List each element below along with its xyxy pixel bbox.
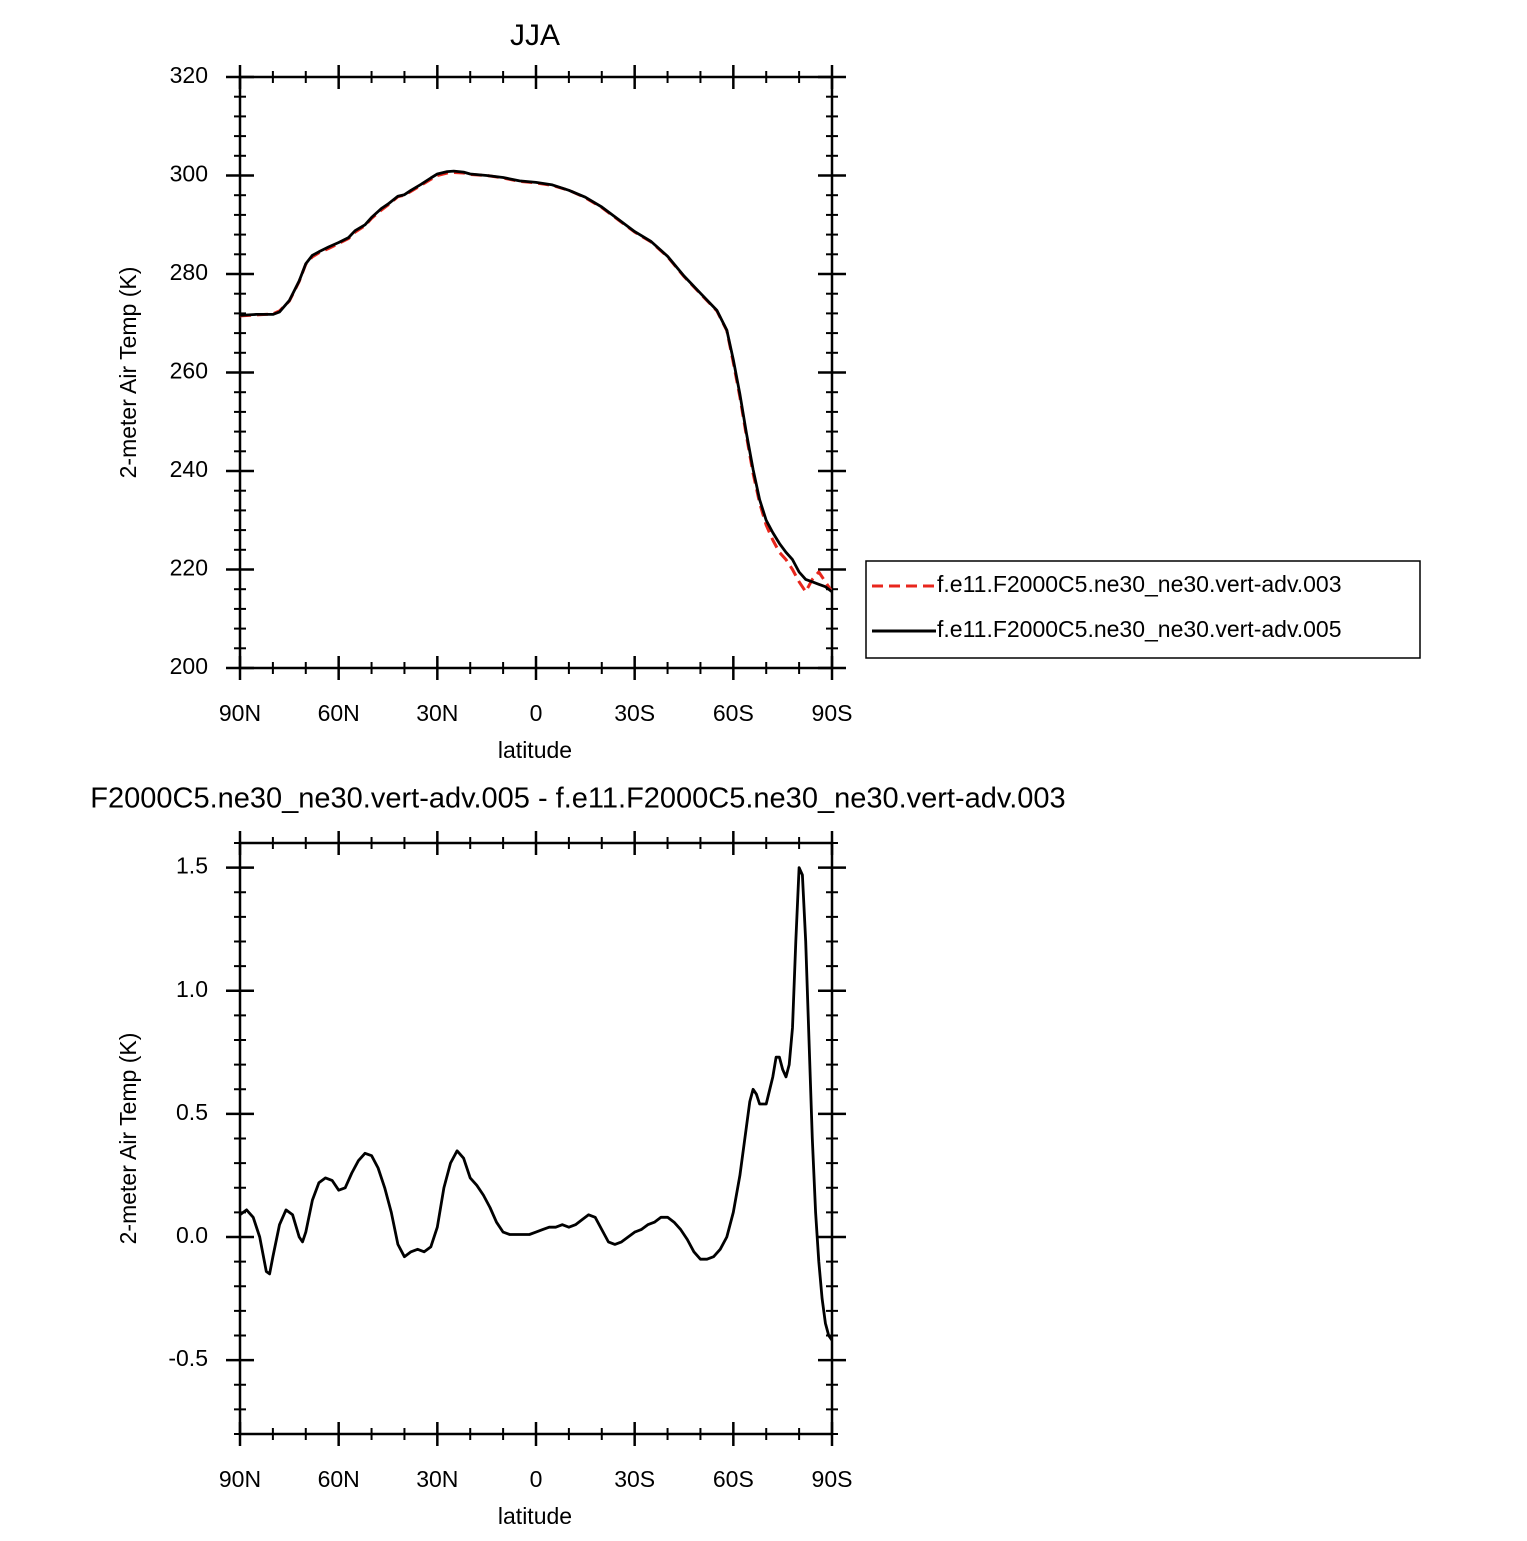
y-tick-label: 320: [170, 62, 208, 88]
y-tick-label: 300: [170, 161, 208, 187]
x-tick-label: 30S: [614, 1466, 655, 1492]
chart-bottom: F2000C5.ne30_ne30.vert-adv.005 - f.e11.F…: [90, 783, 1065, 1529]
x-axis-label: latitude: [498, 1503, 572, 1529]
x-tick-label: 90S: [812, 1466, 853, 1492]
y-tick-label: 280: [170, 259, 208, 285]
x-tick-label: 0: [530, 700, 543, 726]
plot-frame: [238, 841, 834, 1436]
legend-label: f.e11.F2000C5.ne30_ne30.vert-adv.003: [937, 571, 1342, 597]
x-tick-label: 90N: [219, 700, 261, 726]
y-tick-label: -0.5: [168, 1345, 208, 1371]
x-tick-label: 90N: [219, 1466, 261, 1492]
x-tick-label: 30N: [416, 700, 458, 726]
x-tick-label: 30N: [416, 1466, 458, 1492]
chart-title: F2000C5.ne30_ne30.vert-adv.005 - f.e11.F…: [90, 783, 1065, 815]
x-tick-label: 0: [530, 1466, 543, 1492]
y-axis-label: 2-meter Air Temp (K): [115, 267, 141, 479]
y-tick-label: 240: [170, 456, 208, 482]
x-tick-label: 90S: [812, 700, 853, 726]
y-tick-label: 0.5: [176, 1099, 208, 1125]
y-tick-label: 0.0: [176, 1222, 208, 1248]
y-axis-label: 2-meter Air Temp (K): [115, 1033, 141, 1245]
chart-top: JJA 90N 60N 30N 0 30S 60S 90S 200 220 240 260 280 300…: [115, 19, 1421, 763]
series-line-0: [240, 866, 832, 1342]
plot-frame: [238, 75, 834, 670]
legend-box: [865, 560, 1421, 659]
x-tick-label: 60S: [713, 1466, 754, 1492]
series-line-1: [240, 169, 832, 593]
x-axis-label: latitude: [498, 737, 572, 763]
y-tick-label: 1.0: [176, 976, 208, 1002]
legend-label: f.e11.F2000C5.ne30_ne30.vert-adv.005: [937, 616, 1342, 642]
y-tick-label: 260: [170, 358, 208, 384]
y-tick-label: 200: [170, 653, 208, 679]
series-line-0: [240, 171, 832, 594]
chart-title: JJA: [510, 19, 560, 52]
y-tick-label: 1.5: [176, 853, 208, 879]
x-tick-label: 60N: [318, 700, 360, 726]
legend: f.e11.F2000C5.ne30_ne30.vert-adv.003 f.e1…: [865, 560, 1421, 659]
y-tick-label: 220: [170, 555, 208, 581]
x-tick-label: 60N: [318, 1466, 360, 1492]
x-tick-label: 30S: [614, 700, 655, 726]
x-tick-label: 60S: [713, 700, 754, 726]
